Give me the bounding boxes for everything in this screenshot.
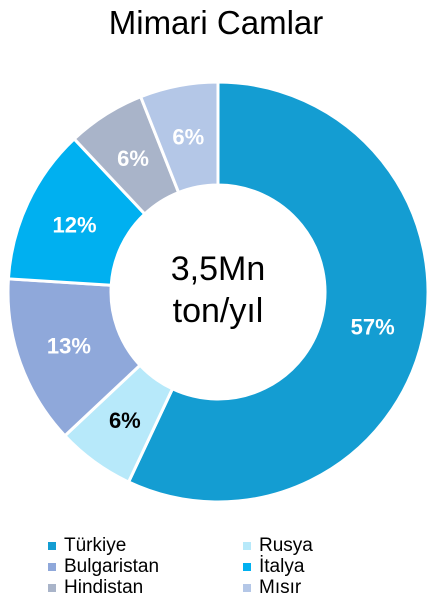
legend-swatch	[48, 583, 56, 592]
center-label-line-1: 3,5Mn	[171, 250, 266, 288]
slice-label-hindistan: 6%	[117, 146, 149, 171]
slice-label-i̇talya: 12%	[53, 213, 97, 238]
legend-swatch	[48, 562, 56, 571]
legend-item-hindistan: Hindistan	[48, 577, 243, 598]
legend-swatch	[48, 541, 56, 550]
slice-label-mısır: 6%	[172, 124, 204, 149]
chart-legend: Türkiye Rusya Bulgaristan İtalya Hindistan Mı…	[48, 535, 408, 598]
legend-label: Hindistan	[64, 577, 144, 598]
legend-label: İtalya	[259, 556, 305, 577]
slice-label-bulgaristan: 13%	[47, 334, 91, 359]
slice-türkiye	[126, 80, 430, 504]
legend-item-mısır: Mısır	[243, 577, 403, 598]
slice-mısır	[138, 80, 220, 195]
center-label-line-2: ton/yıl	[173, 292, 264, 330]
legend-swatch	[243, 541, 251, 550]
legend-label: Rusya	[259, 535, 313, 556]
legend-label: Mısır	[259, 577, 302, 598]
legend-swatch	[243, 562, 251, 571]
legend-item-i̇talya: İtalya	[243, 556, 403, 577]
legend-item-bulgaristan: Bulgaristan	[48, 556, 243, 577]
legend-swatch	[243, 583, 251, 592]
donut-chart: 57% 6% 13% 12% 6% 6% 3,5Mn ton/yıl	[6, 80, 430, 504]
legend-label: Bulgaristan	[64, 556, 160, 577]
chart-title: Mimari Camlar	[108, 4, 324, 41]
legend-item-türkiye: Türkiye	[48, 535, 243, 556]
slice-label-rusya: 6%	[109, 408, 141, 433]
legend-item-rusya: Rusya	[243, 535, 403, 556]
slice-label-türkiye: 57%	[351, 315, 395, 340]
legend-label: Türkiye	[64, 535, 127, 556]
